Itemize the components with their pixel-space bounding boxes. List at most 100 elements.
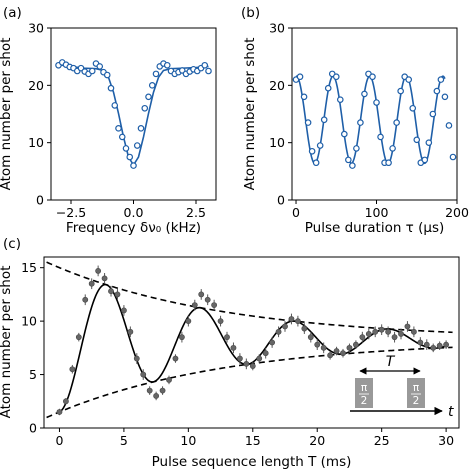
panel-c-ytick-label: 0 bbox=[29, 421, 37, 436]
panel-c-data-point bbox=[340, 350, 346, 357]
panel-c-data-point bbox=[269, 339, 276, 346]
panel-a-data-point bbox=[152, 70, 160, 78]
panel-b-data-point bbox=[441, 93, 449, 101]
panel-a-data-point bbox=[137, 125, 145, 132]
panel-c: (c) 0 5 10 15 20 25 30 0 5 10 15 π 2 π 2 T t Pulse… bbox=[0, 236, 460, 470]
panel-a-data-point bbox=[126, 153, 134, 161]
panel-a-xtick-label: 2.5 bbox=[186, 205, 206, 220]
panel-b-data-point bbox=[449, 153, 457, 161]
panel-a-data-point bbox=[107, 84, 115, 92]
panel-c-data-point bbox=[404, 323, 411, 330]
panel-c-fit-line bbox=[59, 283, 447, 413]
panel-b-data-point bbox=[377, 133, 384, 141]
panel-b-plot: 0 100 200 0 10 20 30 bbox=[269, 21, 469, 221]
panel-c-data-point bbox=[282, 323, 288, 330]
panel-c-data-point bbox=[423, 341, 430, 348]
panel-a-tag: (a) bbox=[3, 5, 22, 21]
panel-c-xtick-label: 30 bbox=[438, 433, 454, 448]
panel-b-xtick-label: 100 bbox=[365, 205, 389, 220]
second-pulse-numerator: π bbox=[413, 382, 420, 394]
panel-c-data-point bbox=[185, 318, 192, 325]
first-pulse-denominator: 2 bbox=[361, 395, 368, 407]
panel-b-data-point bbox=[393, 119, 400, 126]
panel-c-data-point bbox=[127, 328, 134, 335]
panel-b-data-point bbox=[320, 116, 328, 124]
panel-b-tag: (b) bbox=[241, 5, 260, 21]
panel-a-ytick-label: 30 bbox=[28, 21, 44, 36]
panel-b-data-point bbox=[433, 87, 441, 95]
panel-b-ytick-label: 10 bbox=[269, 135, 285, 150]
panel-c-envelope-upper-line bbox=[46, 261, 453, 334]
panel-b-data-point bbox=[373, 99, 380, 106]
panel-a: (a) −2.5 0.0 2.5 0 10 20 30 Frequency δν₀ (kHz… bbox=[0, 5, 217, 236]
panel-a-data-point bbox=[133, 142, 141, 149]
panel-c-data-point bbox=[320, 344, 327, 351]
panel-a-data-point bbox=[148, 82, 156, 89]
first-pulse-numerator: π bbox=[361, 382, 368, 394]
panel-c-xtick-label: 15 bbox=[245, 433, 261, 448]
panel-b-data-point bbox=[308, 147, 316, 155]
panel-c-data-point bbox=[95, 267, 102, 274]
first-pulse-block bbox=[355, 378, 373, 408]
panel-c-data-point bbox=[230, 344, 237, 351]
panel-b-data-point bbox=[405, 76, 413, 83]
second-pulse-block bbox=[407, 378, 425, 408]
panel-a-ytick-label: 10 bbox=[28, 135, 44, 150]
panel-c-xtick-label: 25 bbox=[374, 433, 390, 448]
panel-a-data-point bbox=[111, 102, 119, 109]
panel-c-data-point bbox=[391, 334, 398, 341]
panel-c-xtick-label: 0 bbox=[55, 433, 63, 448]
panel-c-data-point bbox=[88, 280, 95, 287]
pulse-interval-label: T bbox=[386, 354, 396, 370]
panel-b-data-point bbox=[445, 122, 453, 129]
panel-c-data-point bbox=[262, 350, 269, 357]
panel-b-data-point bbox=[361, 90, 368, 98]
panel-c-data-point bbox=[101, 275, 108, 282]
panel-c-tag: (c) bbox=[3, 236, 21, 252]
panel-a-data-point bbox=[115, 125, 122, 132]
panel-c-data-point bbox=[294, 318, 301, 325]
panel-c-data-point bbox=[82, 296, 89, 303]
panel-c-data-point bbox=[378, 326, 385, 333]
panel-c-data-point bbox=[352, 341, 359, 348]
panel-b-ytick-label: 20 bbox=[269, 78, 285, 93]
panel-b-data-point bbox=[296, 73, 304, 81]
panel-c-data-point bbox=[346, 344, 353, 351]
panel-b-data-point bbox=[336, 96, 344, 103]
panel-c-plot: 0 5 10 15 20 25 30 0 5 10 15 bbox=[21, 260, 454, 448]
panel-b-data-point bbox=[425, 139, 433, 146]
panel-c-data-point bbox=[243, 360, 250, 367]
panel-a-data-point bbox=[141, 104, 149, 112]
panel-a-xtick-label: −2.5 bbox=[56, 205, 86, 220]
panel-a-data-point bbox=[96, 63, 104, 70]
panel-a-data-point bbox=[145, 93, 152, 101]
panel-c-ytick-label: 10 bbox=[21, 314, 37, 329]
panel-a-data-point bbox=[205, 67, 212, 75]
panel-a-ylabel: Atom number per shot bbox=[0, 38, 14, 191]
panel-b-data-point bbox=[413, 136, 421, 144]
panel-b-xlabel: Pulse duration τ (µs) bbox=[305, 220, 445, 236]
panel-c-data-point bbox=[75, 334, 82, 341]
panel-a-data-point bbox=[103, 71, 111, 79]
panel-a-xtick-label: 0.0 bbox=[124, 205, 144, 220]
panel-b-data-point bbox=[341, 130, 348, 138]
panel-c-data-point bbox=[443, 341, 450, 348]
panel-c-data-point bbox=[69, 366, 76, 373]
panel-c-data-point bbox=[140, 371, 147, 378]
panel-c-data-point bbox=[217, 318, 224, 325]
panel-c-data-point bbox=[365, 331, 372, 337]
panel-a-ytick-label: 20 bbox=[28, 78, 44, 93]
panel-a-frame bbox=[50, 27, 217, 201]
panel-a-ytick-label: 0 bbox=[36, 193, 44, 208]
panel-b-data-point bbox=[357, 119, 364, 126]
panel-c-data-point bbox=[436, 342, 443, 349]
panel-c-data-point bbox=[398, 331, 404, 337]
panel-c-data-point bbox=[410, 328, 417, 335]
panel-c-data-point bbox=[288, 316, 295, 322]
panel-c-ylabel: Atom number per shot bbox=[0, 266, 14, 419]
panel-a-data-point bbox=[118, 133, 126, 141]
panel-c-data-point bbox=[159, 387, 166, 394]
panel-b-ytick-label: 30 bbox=[269, 21, 285, 36]
panel-b-ytick-label: 0 bbox=[277, 193, 285, 208]
